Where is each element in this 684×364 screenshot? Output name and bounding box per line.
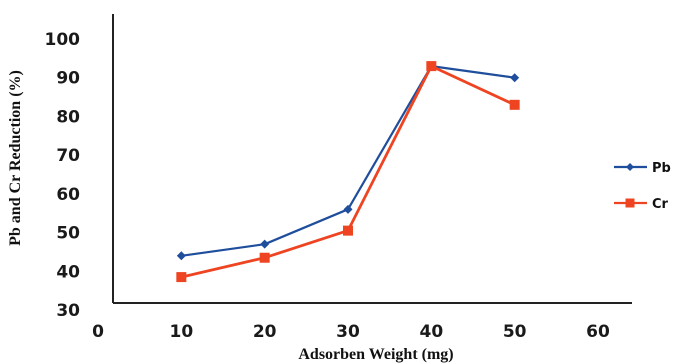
data-point-pb [510, 73, 520, 83]
x-tick-label: 50 [503, 322, 527, 342]
data-point-cr [343, 225, 353, 236]
legend-marker-cr [625, 198, 635, 208]
y-axis-title: Pb and Cr Reduction (%) [7, 70, 24, 246]
legend-label-pb: Pb [652, 161, 671, 176]
data-point-cr [509, 99, 520, 110]
y-tick-label: 30 [56, 301, 80, 321]
legend: Pb Cr [614, 161, 671, 212]
y-tick-label: 50 [56, 224, 80, 244]
y-tick-label: 70 [56, 146, 80, 166]
data-point-cr [426, 61, 437, 72]
series-layer [176, 61, 520, 283]
legend-item-pb: Pb [614, 161, 671, 176]
legend-marker-pb [626, 163, 634, 171]
data-point-pb [260, 239, 270, 249]
x-tick-label: 40 [419, 322, 443, 342]
x-tick-labels: 0 10 20 30 40 50 60 [92, 322, 610, 342]
x-tick-label: 0 [92, 322, 104, 342]
y-tick-label: 40 [56, 262, 80, 282]
x-tick-label: 60 [586, 322, 610, 342]
x-tick-label: 30 [336, 322, 360, 342]
legend-label-cr: Cr [652, 197, 669, 212]
data-point-pb [176, 251, 186, 261]
x-tick-label: 10 [169, 322, 193, 342]
x-tick-label: 20 [253, 322, 277, 342]
data-point-cr [176, 272, 187, 283]
y-tick-label: 80 [56, 107, 80, 127]
legend-item-cr: Cr [614, 197, 669, 212]
data-point-cr [259, 252, 270, 263]
y-tick-label: 90 [56, 69, 80, 89]
series-line-cr [180, 64, 516, 279]
y-tick-label: 100 [45, 30, 81, 50]
y-tick-label: 60 [56, 185, 80, 205]
data-point-pb [343, 204, 353, 214]
x-axis-title: Adsorben Weight (mg) [298, 346, 453, 363]
y-tick-labels: 30 40 50 60 70 80 90 100 [45, 30, 81, 321]
